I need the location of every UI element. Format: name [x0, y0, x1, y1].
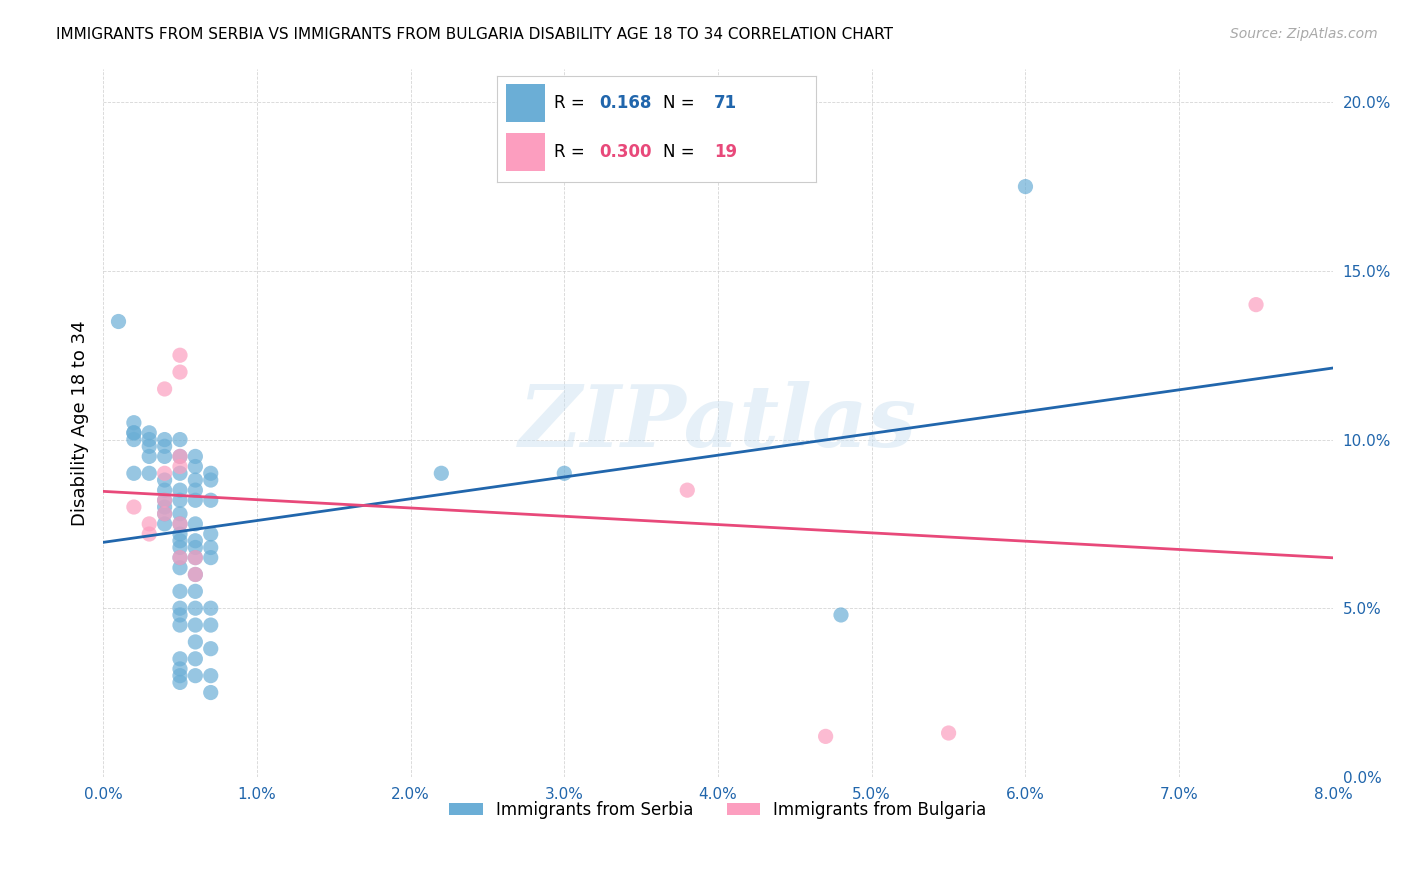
Point: [184, 668, 207, 682]
Point: [830, 607, 852, 622]
Point: [107, 314, 129, 328]
Point: [122, 425, 145, 440]
Point: [184, 567, 207, 582]
Legend: Immigrants from Serbia, Immigrants from Bulgaria: Immigrants from Serbia, Immigrants from …: [443, 794, 993, 825]
Point: [200, 601, 222, 615]
Y-axis label: Disability Age 18 to 34: Disability Age 18 to 34: [72, 320, 89, 525]
Point: [169, 560, 191, 574]
Point: [184, 541, 207, 555]
Point: [169, 652, 191, 666]
Point: [138, 527, 160, 541]
Point: [169, 584, 191, 599]
Point: [430, 467, 453, 481]
Point: [169, 516, 191, 531]
Point: [169, 433, 191, 447]
Point: [169, 668, 191, 682]
Point: [153, 433, 176, 447]
Point: [200, 618, 222, 632]
Point: [153, 493, 176, 508]
Point: [122, 425, 145, 440]
Point: [200, 685, 222, 699]
Point: [138, 516, 160, 531]
Point: [169, 450, 191, 464]
Point: [169, 493, 191, 508]
Point: [200, 493, 222, 508]
Point: [184, 652, 207, 666]
Point: [169, 507, 191, 521]
Point: [138, 450, 160, 464]
Point: [169, 541, 191, 555]
Point: [122, 416, 145, 430]
Point: [122, 500, 145, 514]
Text: IMMIGRANTS FROM SERBIA VS IMMIGRANTS FROM BULGARIA DISABILITY AGE 18 TO 34 CORRE: IMMIGRANTS FROM SERBIA VS IMMIGRANTS FRO…: [56, 27, 893, 42]
Point: [153, 467, 176, 481]
Point: [169, 662, 191, 676]
Point: [169, 365, 191, 379]
Point: [184, 567, 207, 582]
Text: ZIPatlas: ZIPatlas: [519, 381, 917, 465]
Point: [184, 635, 207, 649]
Point: [553, 467, 575, 481]
Point: [200, 668, 222, 682]
Point: [169, 516, 191, 531]
Point: [169, 618, 191, 632]
Point: [138, 467, 160, 481]
Point: [169, 459, 191, 474]
Point: [676, 483, 699, 498]
Point: [1014, 179, 1036, 194]
Point: [169, 450, 191, 464]
Point: [184, 550, 207, 565]
Point: [184, 550, 207, 565]
Point: [153, 516, 176, 531]
Point: [200, 641, 222, 656]
Point: [169, 607, 191, 622]
Point: [184, 516, 207, 531]
Point: [153, 450, 176, 464]
Point: [814, 730, 837, 744]
Point: [938, 726, 960, 740]
Point: [184, 533, 207, 548]
Point: [153, 507, 176, 521]
Point: [169, 601, 191, 615]
Point: [153, 483, 176, 498]
Point: [200, 527, 222, 541]
Point: [153, 473, 176, 487]
Point: [200, 473, 222, 487]
Text: Source: ZipAtlas.com: Source: ZipAtlas.com: [1230, 27, 1378, 41]
Point: [153, 382, 176, 396]
Point: [184, 473, 207, 487]
Point: [138, 439, 160, 453]
Point: [200, 550, 222, 565]
Point: [169, 467, 191, 481]
Point: [184, 483, 207, 498]
Point: [138, 425, 160, 440]
Point: [153, 439, 176, 453]
Point: [153, 500, 176, 514]
Point: [184, 584, 207, 599]
Point: [153, 507, 176, 521]
Point: [153, 493, 176, 508]
Point: [184, 459, 207, 474]
Point: [169, 527, 191, 541]
Point: [169, 348, 191, 362]
Point: [184, 450, 207, 464]
Point: [169, 550, 191, 565]
Point: [184, 601, 207, 615]
Point: [122, 467, 145, 481]
Point: [200, 467, 222, 481]
Point: [122, 433, 145, 447]
Point: [1244, 298, 1267, 312]
Point: [169, 483, 191, 498]
Point: [138, 433, 160, 447]
Point: [184, 618, 207, 632]
Point: [184, 493, 207, 508]
Point: [169, 533, 191, 548]
Point: [169, 675, 191, 690]
Point: [200, 541, 222, 555]
Point: [169, 550, 191, 565]
